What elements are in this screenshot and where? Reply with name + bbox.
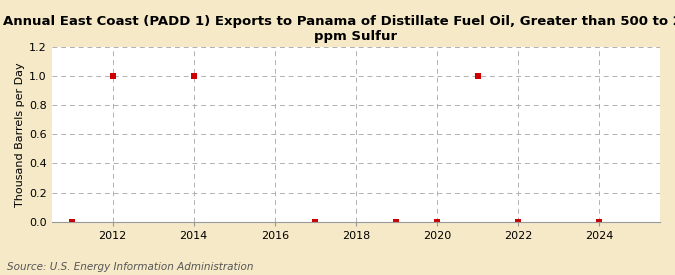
Text: Source: U.S. Energy Information Administration: Source: U.S. Energy Information Administ… xyxy=(7,262,253,272)
Y-axis label: Thousand Barrels per Day: Thousand Barrels per Day xyxy=(15,62,25,207)
Title: Annual East Coast (PADD 1) Exports to Panama of Distillate Fuel Oil, Greater tha: Annual East Coast (PADD 1) Exports to Pa… xyxy=(3,15,675,43)
